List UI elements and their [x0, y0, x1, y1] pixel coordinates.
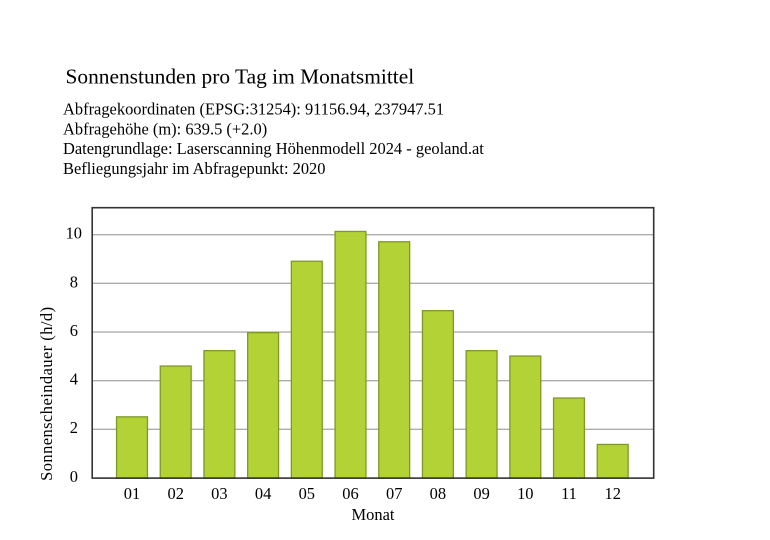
svg-text:Sonnenstunden pro Tag im Monat: Sonnenstunden pro Tag im Monatsmittel: [66, 64, 415, 88]
svg-text:12: 12: [604, 484, 620, 503]
svg-text:6: 6: [70, 321, 78, 340]
svg-text:Monat: Monat: [352, 505, 395, 524]
svg-text:10: 10: [66, 224, 82, 243]
svg-text:08: 08: [430, 484, 446, 503]
svg-text:Datengrundlage: Laserscanning: Datengrundlage: Laserscanning Höhenmodel…: [63, 139, 484, 158]
svg-text:8: 8: [70, 272, 78, 291]
svg-text:Sonnenscheindauer (h/d): Sonnenscheindauer (h/d): [37, 307, 56, 481]
svg-text:2: 2: [70, 418, 78, 437]
svg-text:07: 07: [386, 484, 402, 503]
svg-text:Abfragekoordinaten (EPSG:31254: Abfragekoordinaten (EPSG:31254): 91156.9…: [63, 100, 444, 119]
svg-text:Abfragehöhe (m): 639.5 (+2.0): Abfragehöhe (m): 639.5 (+2.0): [63, 120, 267, 139]
svg-text:09: 09: [473, 484, 489, 503]
svg-text:11: 11: [561, 484, 577, 503]
svg-text:4: 4: [70, 370, 78, 389]
svg-text:06: 06: [342, 484, 358, 503]
svg-text:10: 10: [517, 484, 533, 503]
svg-text:01: 01: [124, 484, 140, 503]
svg-text:04: 04: [255, 484, 271, 503]
svg-text:Befliegungsjahr im Abfragepunk: Befliegungsjahr im Abfragepunkt: 2020: [63, 159, 326, 178]
svg-text:02: 02: [167, 484, 183, 503]
svg-text:03: 03: [211, 484, 227, 503]
svg-text:0: 0: [70, 467, 78, 486]
svg-text:05: 05: [299, 484, 315, 503]
